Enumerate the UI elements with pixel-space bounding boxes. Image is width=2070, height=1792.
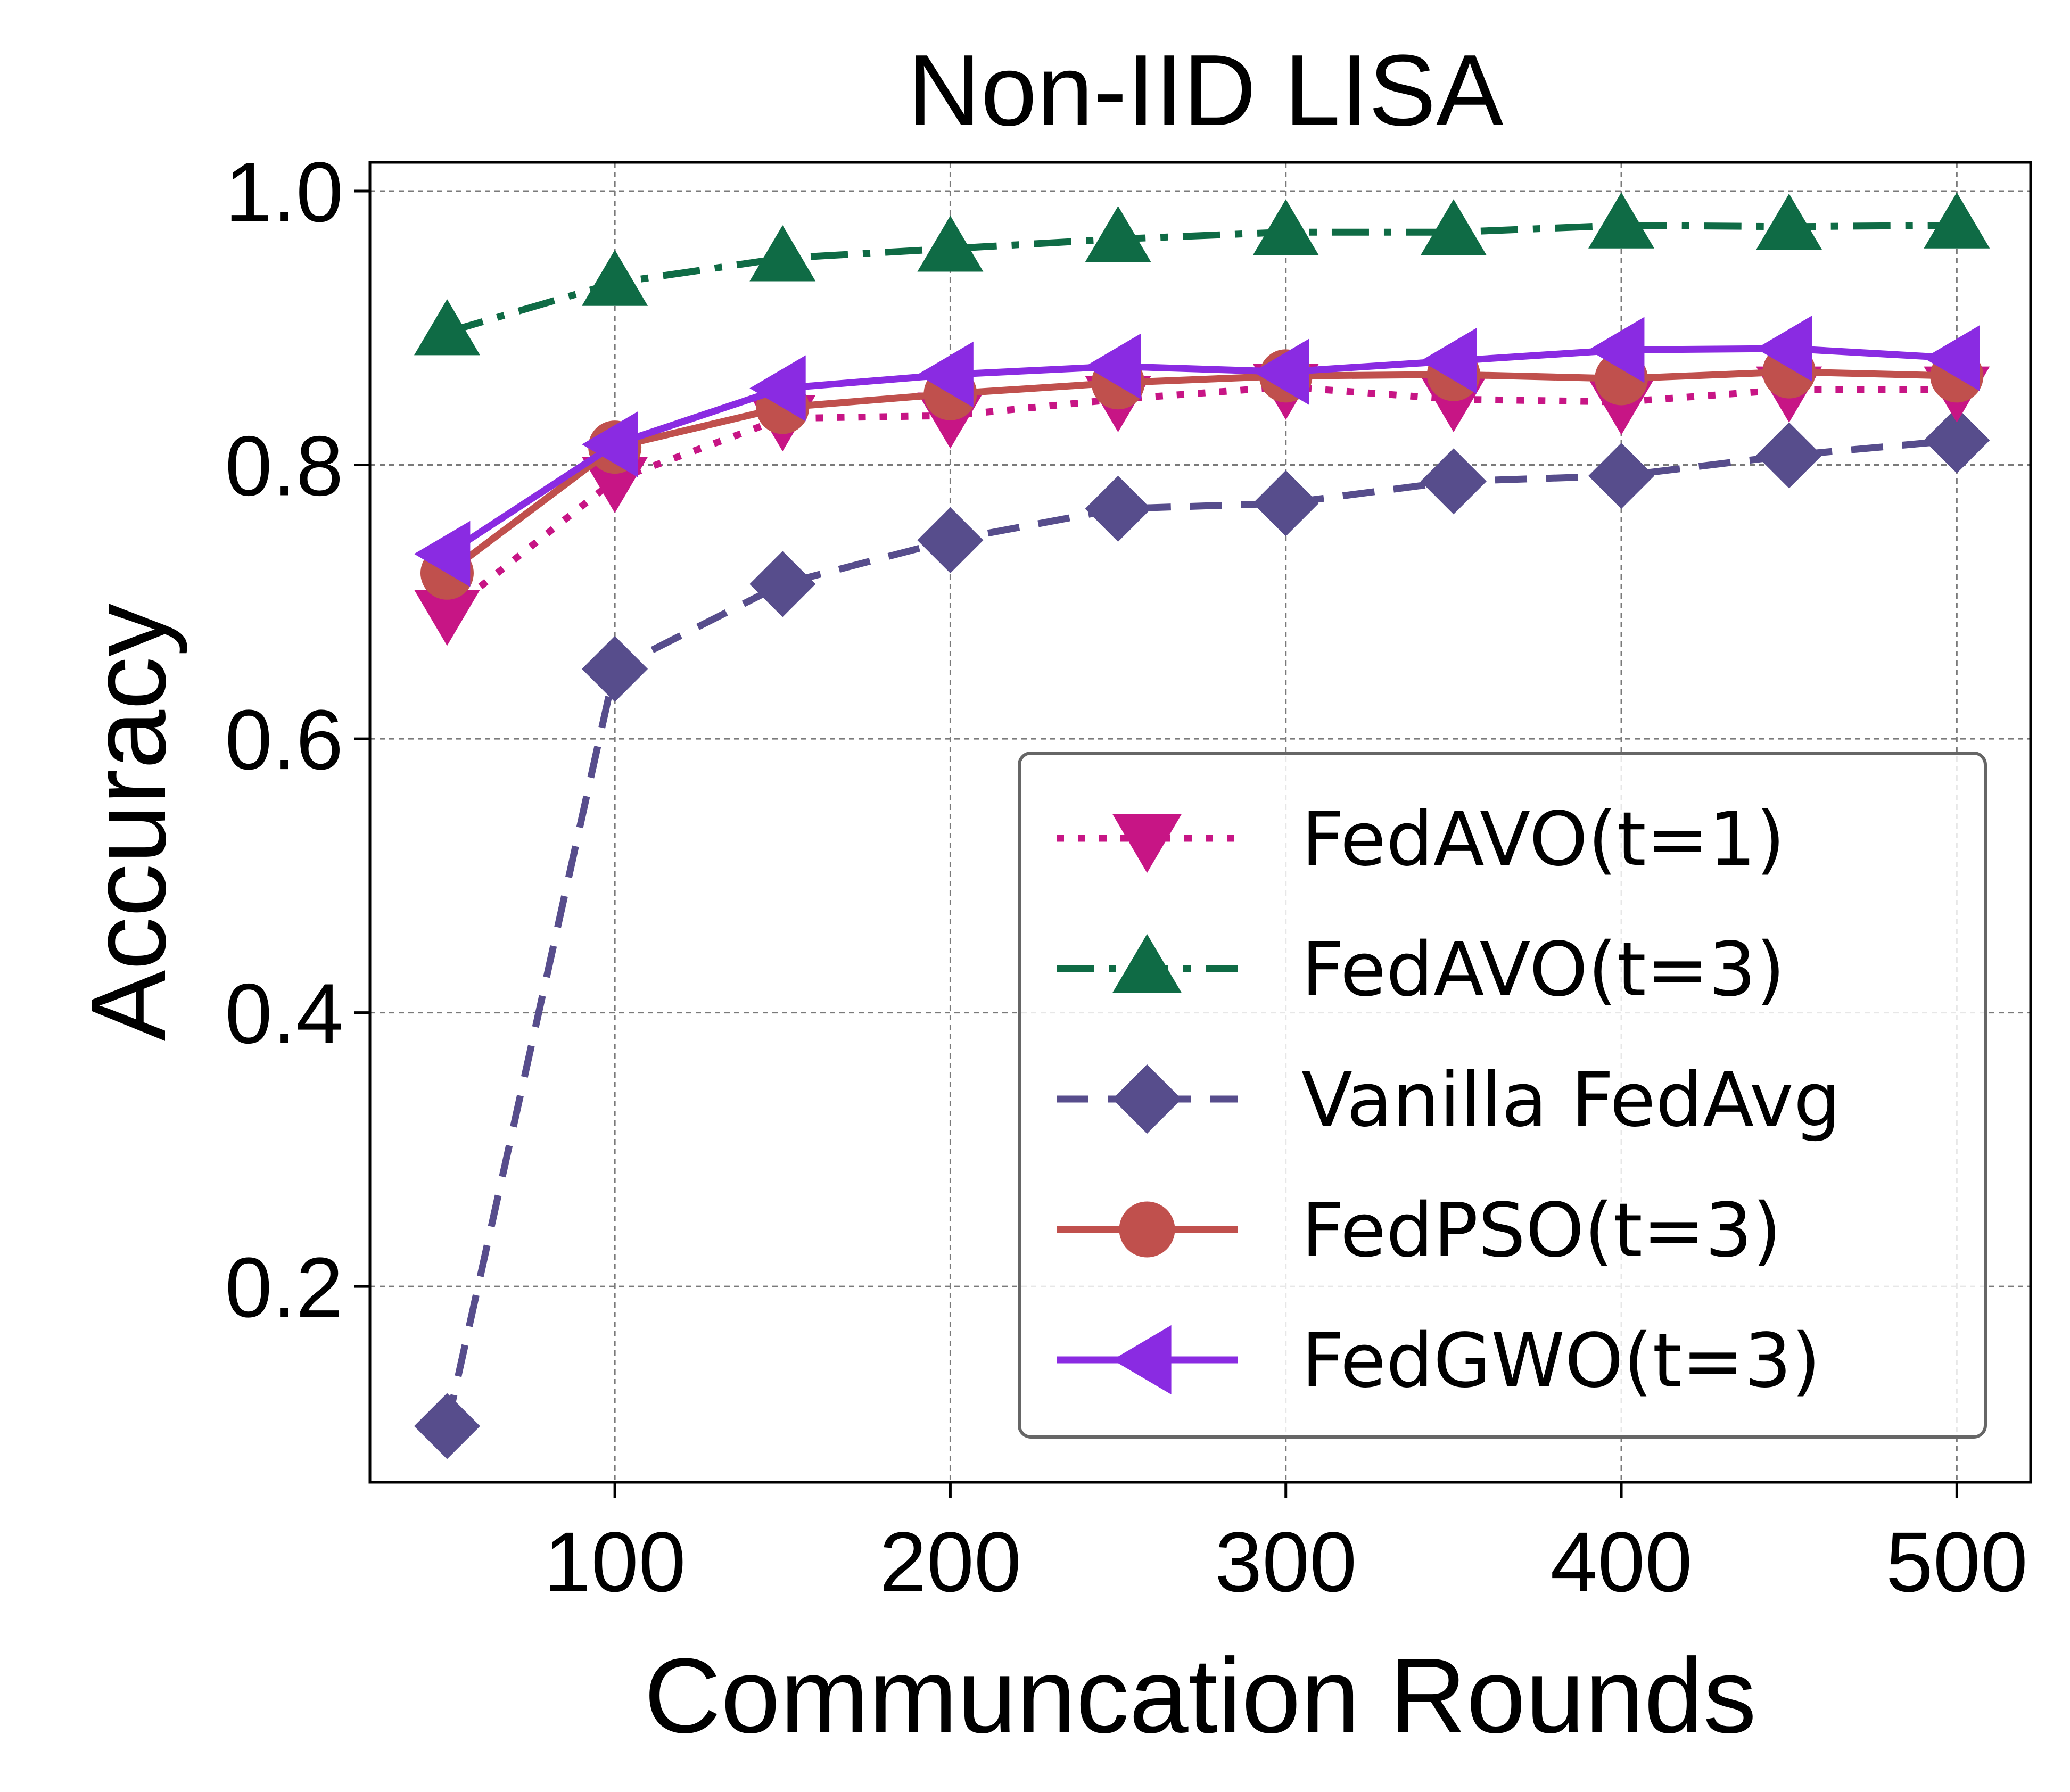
y-tick-label: 0.2: [225, 1240, 343, 1335]
data-point-marker: [917, 216, 984, 272]
series-Vanilla FedAvg: [414, 407, 1990, 1459]
data-point-marker: [917, 507, 984, 574]
data-point-marker: [414, 299, 480, 356]
data-point-marker: [1924, 325, 1980, 391]
data-point-marker: [414, 589, 480, 646]
data-point-marker: [1252, 470, 1319, 536]
legend-marker: [1112, 814, 1182, 873]
data-point-marker: [1924, 407, 1990, 474]
legend-marker: [1112, 934, 1182, 993]
data-point-marker: [1085, 333, 1141, 400]
series-FedGWO(t=3): [414, 315, 1980, 587]
data-point-marker: [1085, 475, 1151, 542]
data-point-marker: [1588, 443, 1655, 509]
data-point-marker: [1756, 193, 1822, 250]
x-tick-label: 300: [1215, 1514, 1357, 1609]
series-FedPSO(t=3): [420, 345, 1984, 600]
legend-entry: Vanilla FedAvg: [1057, 1057, 1841, 1144]
data-point-marker: [1420, 448, 1487, 515]
data-point-marker: [414, 521, 471, 587]
y-tick-label: 0.8: [225, 418, 343, 514]
series-line: [443, 436, 1957, 1427]
data-point-marker: [582, 635, 648, 702]
legend-entry: FedAVO(t=3): [1057, 927, 1785, 1013]
data-point-marker: [1420, 328, 1477, 394]
legend-entry: FedAVO(t=1): [1057, 796, 1785, 883]
legend-label: FedAVO(t=3): [1301, 927, 1785, 1013]
legend: FedAVO(t=1) FedAVO(t=3) Vanilla FedAvg FedP…: [1018, 752, 1987, 1439]
data-point-marker: [1085, 206, 1151, 262]
legend-marker: [1119, 1201, 1175, 1258]
legend-marker: [1112, 1325, 1172, 1395]
tick-layer: 100 200 300 400 500 0.2 0.4 0.6 0.8 1.0: [225, 144, 2028, 1609]
series-line: [445, 345, 1957, 557]
data-point-marker: [1420, 199, 1487, 255]
series-line: [446, 221, 1957, 336]
legend-label: FedPSO(t=3): [1301, 1187, 1782, 1274]
y-tick-label: 0.4: [225, 966, 343, 1061]
legend-label: FedAVO(t=1): [1301, 796, 1785, 883]
legend-entry: FedPSO(t=3): [1057, 1187, 1782, 1274]
data-point-marker: [1252, 199, 1319, 255]
data-point-marker: [1924, 192, 1990, 249]
data-point-marker: [582, 411, 638, 477]
legend-label: FedGWO(t=3): [1301, 1318, 1821, 1405]
data-point-marker: [749, 551, 816, 617]
data-point-marker: [917, 341, 974, 408]
x-axis-title: Communcation Rounds: [644, 1637, 1756, 1755]
x-tick-label: 100: [544, 1514, 686, 1609]
legend-box: [1018, 752, 1987, 1439]
chart-title: Non-IID LISA: [908, 34, 1504, 147]
plot-frame: [368, 161, 2032, 1484]
y-axis-title: Accuracy: [69, 604, 188, 1041]
legend-marker: [1112, 1064, 1182, 1134]
y-tick-label: 0.6: [225, 692, 343, 787]
data-point-marker: [1756, 315, 1812, 382]
data-point-marker: [749, 225, 816, 282]
data-point-marker: [1252, 338, 1309, 405]
x-tick-label: 400: [1551, 1514, 1693, 1609]
data-point-marker: [1588, 192, 1655, 249]
legend-label: Vanilla FedAvg: [1301, 1057, 1841, 1144]
series-line: [445, 368, 1957, 576]
x-tick-label: 500: [1886, 1514, 2028, 1609]
data-point-marker: [414, 1393, 480, 1459]
data-point-marker: [582, 250, 648, 306]
series-line: [444, 383, 1957, 616]
series-layer: [414, 192, 1990, 1459]
x-tick-label: 200: [879, 1514, 1021, 1609]
data-point-marker: [1588, 317, 1645, 383]
y-tick-label: 1.0: [225, 144, 343, 240]
series-FedAVO(t=3): [414, 192, 1990, 356]
legend-entry: FedGWO(t=3): [1057, 1318, 1821, 1405]
data-point-marker: [1756, 422, 1822, 489]
data-point-marker: [749, 355, 806, 422]
